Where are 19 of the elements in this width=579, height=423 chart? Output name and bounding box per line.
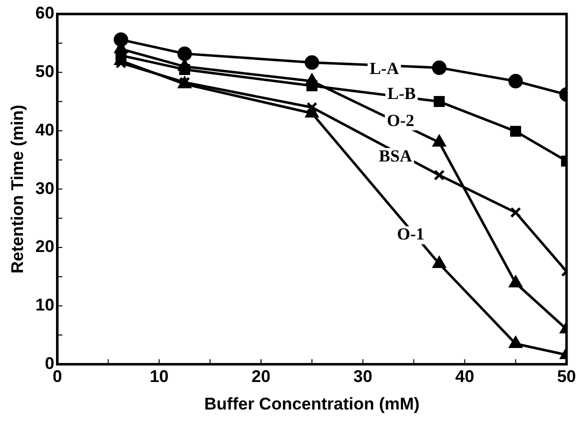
y-tick-label: 20 [35,237,54,256]
x-axis-title: Buffer Concentration (mM) [204,394,420,414]
y-tick-label: 50 [35,62,54,82]
annotation: O-1 [397,224,424,244]
y-tick-label: 10 [35,296,54,315]
x-tick-label: 30 [353,367,372,386]
annotation: L-A [370,58,400,78]
x-tick-label: 20 [252,367,270,386]
x-tick-label: 10 [150,367,169,386]
y-tick-label: 40 [35,120,54,140]
annotation: O-2 [386,110,414,130]
annotation: L-B [387,84,416,103]
y-tick-label: 60 [35,4,54,23]
y-tick-label: 30 [35,178,54,198]
y-tick-label: 0 [44,354,54,373]
y-axis-title: Retention Time (min) [8,104,27,274]
x-tick-label: 50 [557,367,576,386]
x-tick-label: 40 [455,367,474,386]
annotation: BSA [378,146,413,166]
